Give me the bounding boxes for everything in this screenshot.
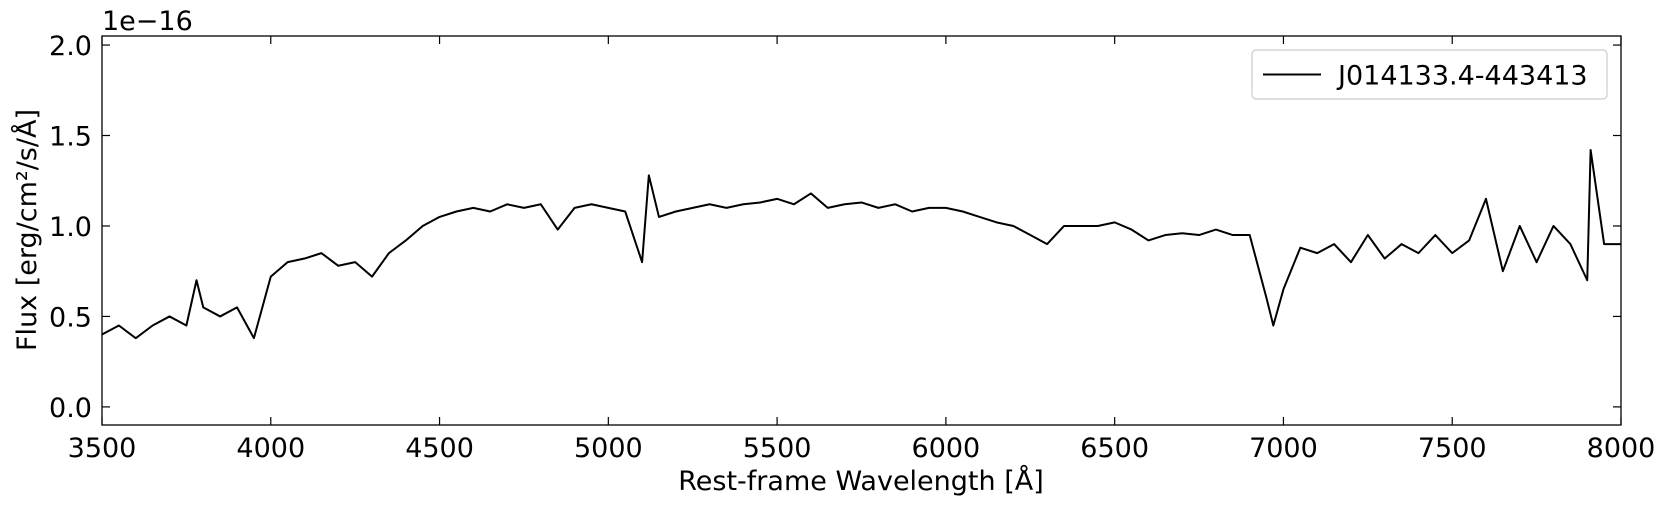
x-tick-label: 7500 <box>1418 433 1487 464</box>
legend-label: J014133.4-443413 <box>1336 61 1588 92</box>
y-axis-label: Flux [erg/cm²/s/Å] <box>11 109 43 351</box>
y-tick-label: 1.5 <box>49 122 92 153</box>
y-tick-label: 2.0 <box>49 31 92 62</box>
x-tick-label: 4500 <box>405 433 474 464</box>
x-tick-label: 6500 <box>1080 433 1149 464</box>
x-tick-label: 6000 <box>912 433 981 464</box>
y-tick-label: 0.0 <box>49 393 92 424</box>
x-tick-label: 5000 <box>574 433 643 464</box>
y-tick-label: 1.0 <box>49 212 92 243</box>
x-tick-label: 4000 <box>236 433 305 464</box>
legend-box <box>1251 49 1608 100</box>
x-tick-label: 3500 <box>68 433 137 464</box>
x-axis-label: Rest-frame Wavelength [Å] <box>678 465 1044 497</box>
offset-text: 1e−16 <box>102 6 193 37</box>
y-tick-label: 0.5 <box>49 302 92 333</box>
spectrum-line <box>101 148 1621 340</box>
x-tick-label: 8000 <box>1587 433 1656 464</box>
x-tick-label: 5500 <box>743 433 812 464</box>
plot-frame <box>101 35 1622 426</box>
x-tick-label: 7000 <box>1249 433 1318 464</box>
